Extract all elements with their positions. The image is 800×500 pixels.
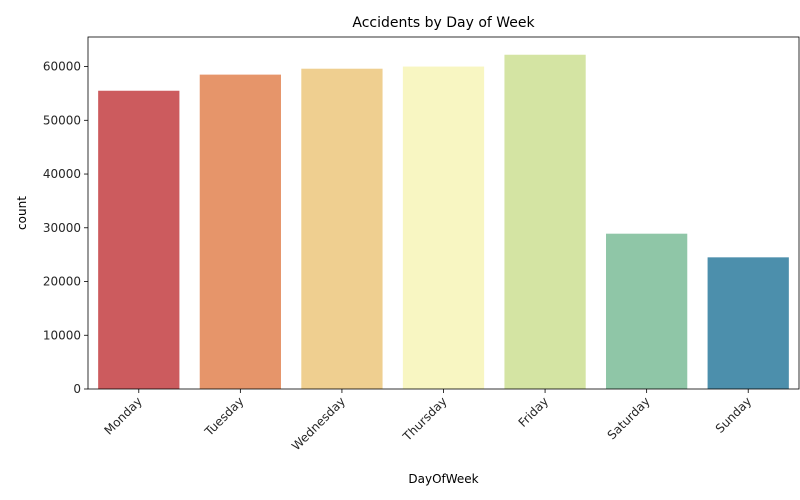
y-tick-label: 60000: [43, 60, 81, 74]
bar-friday: [504, 54, 586, 390]
chart-title: Accidents by Day of Week: [352, 15, 535, 31]
bar-tuesday: [199, 74, 281, 390]
bar-sunday: [707, 257, 789, 389]
y-tick-label: 0: [73, 382, 81, 396]
bar-saturday: [606, 233, 688, 389]
y-tick-label: 40000: [43, 167, 81, 181]
x-tick-label: Monday: [102, 394, 145, 437]
x-tick-label: Thursday: [400, 394, 450, 444]
bar-monday: [98, 90, 180, 390]
y-axis-label: count: [15, 196, 29, 230]
bar-thursday: [402, 66, 485, 389]
x-tick-label: Tuesday: [201, 394, 246, 439]
y-tick-label: 50000: [43, 113, 81, 127]
x-tick-label: Wednesday: [289, 394, 348, 453]
y-tick-label: 20000: [43, 275, 81, 289]
x-axis-label: DayOfWeek: [408, 472, 478, 486]
x-tick-label: Sunday: [713, 394, 755, 436]
plot-area: 0 10000 20000 30000 40000 50000 60000 Monday Tue…: [43, 36, 800, 453]
bar-wednesday: [301, 68, 383, 389]
x-tick-label: Friday: [516, 394, 552, 430]
x-tick-label: Saturday: [605, 394, 653, 442]
y-tick-label: 10000: [43, 328, 81, 342]
y-tick-label: 30000: [43, 221, 81, 235]
